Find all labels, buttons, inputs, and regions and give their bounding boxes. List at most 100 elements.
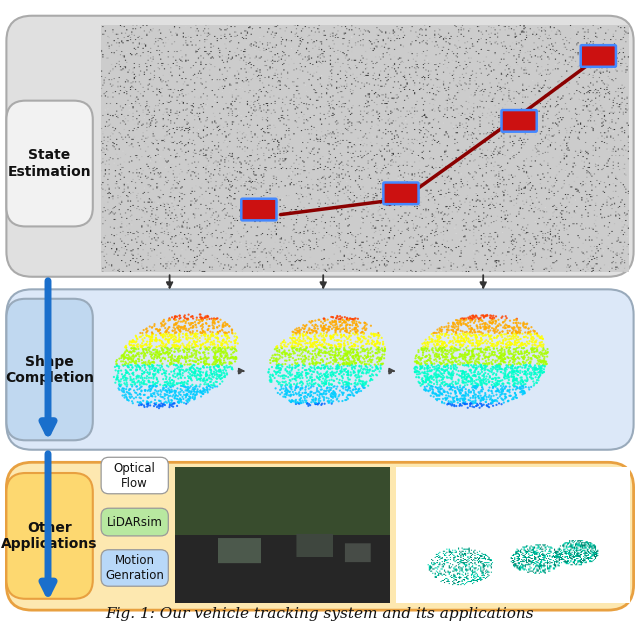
Point	[474, 313, 484, 323]
Point	[123, 367, 133, 377]
Point	[351, 384, 361, 394]
Point	[280, 349, 291, 359]
Point	[315, 372, 325, 382]
Point	[334, 369, 344, 379]
Point	[124, 385, 134, 395]
Point	[504, 331, 515, 341]
Point	[417, 376, 428, 386]
Point	[218, 320, 228, 330]
Point	[186, 333, 196, 343]
Point	[427, 374, 437, 384]
Point	[305, 334, 315, 344]
Point	[539, 364, 549, 374]
Point	[522, 329, 532, 339]
Point	[498, 336, 508, 346]
Point	[211, 314, 221, 324]
Point	[480, 322, 490, 332]
Point	[427, 345, 437, 355]
Point	[132, 370, 143, 381]
Point	[344, 343, 355, 353]
Point	[177, 352, 187, 362]
Point	[310, 388, 321, 398]
Point	[529, 381, 539, 391]
Point	[114, 376, 124, 386]
Point	[352, 387, 362, 398]
Point	[472, 332, 482, 342]
Point	[524, 327, 534, 337]
Point	[536, 357, 546, 367]
Point	[509, 367, 519, 377]
Point	[199, 330, 209, 340]
Point	[460, 399, 470, 409]
Point	[319, 342, 329, 352]
Point	[218, 339, 228, 349]
Point	[147, 336, 157, 346]
Point	[118, 384, 128, 394]
Point	[466, 387, 476, 397]
Point	[317, 370, 327, 381]
Point	[199, 362, 209, 372]
Point	[466, 387, 476, 398]
Point	[476, 323, 486, 333]
Point	[364, 331, 374, 342]
Point	[454, 332, 464, 342]
Point	[497, 343, 507, 353]
Point	[496, 364, 506, 374]
Point	[182, 345, 193, 355]
Point	[522, 376, 532, 386]
Point	[342, 313, 352, 323]
Point	[449, 333, 460, 343]
Point	[228, 353, 239, 364]
Point	[156, 318, 166, 328]
Point	[158, 345, 168, 355]
Point	[180, 324, 190, 334]
Point	[494, 353, 504, 364]
Point	[310, 398, 320, 408]
Point	[473, 338, 483, 348]
Point	[414, 352, 424, 362]
Point	[534, 331, 544, 341]
Point	[429, 328, 439, 338]
Point	[340, 345, 350, 355]
Point	[201, 369, 211, 379]
Point	[525, 330, 536, 340]
Point	[311, 398, 321, 408]
Point	[119, 376, 129, 386]
Point	[128, 346, 138, 356]
Point	[165, 382, 175, 392]
Point	[308, 388, 319, 398]
Point	[205, 362, 216, 372]
Point	[477, 316, 488, 326]
Point	[209, 343, 219, 353]
Point	[136, 373, 146, 383]
Point	[179, 340, 189, 350]
Point	[172, 343, 182, 353]
Point	[220, 369, 230, 379]
Point	[159, 389, 170, 399]
Point	[453, 345, 463, 355]
Point	[449, 318, 460, 328]
Point	[467, 347, 477, 357]
Point	[137, 338, 147, 348]
Point	[172, 311, 182, 321]
Point	[204, 345, 214, 355]
Point	[376, 363, 386, 373]
Point	[202, 359, 212, 369]
Point	[468, 311, 479, 321]
Point	[292, 345, 302, 355]
Point	[202, 353, 212, 364]
Point	[301, 330, 311, 340]
Point	[163, 395, 173, 405]
Point	[445, 389, 456, 399]
Point	[180, 382, 191, 392]
Point	[174, 355, 184, 365]
Point	[534, 338, 545, 348]
Point	[215, 367, 225, 377]
Point	[294, 365, 304, 375]
Point	[303, 384, 314, 394]
Point	[188, 328, 198, 338]
Point	[505, 337, 515, 347]
Point	[429, 372, 439, 382]
Point	[344, 375, 354, 385]
Point	[347, 317, 357, 327]
